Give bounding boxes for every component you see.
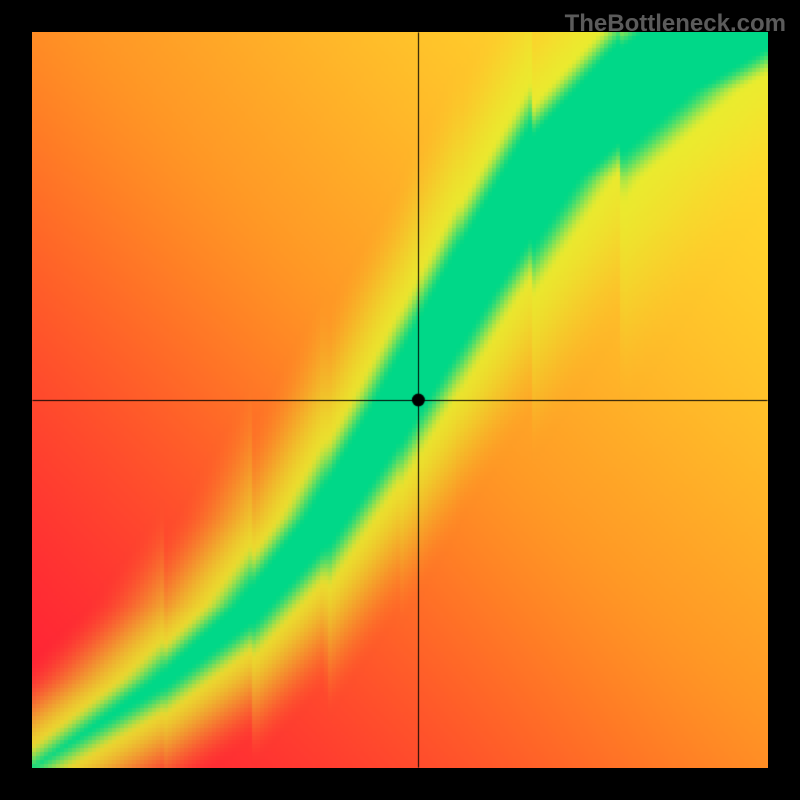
watermark-text: TheBottleneck.com — [565, 10, 786, 38]
bottleneck-heatmap — [32, 32, 768, 768]
figure-root: TheBottleneck.com — [0, 0, 800, 800]
